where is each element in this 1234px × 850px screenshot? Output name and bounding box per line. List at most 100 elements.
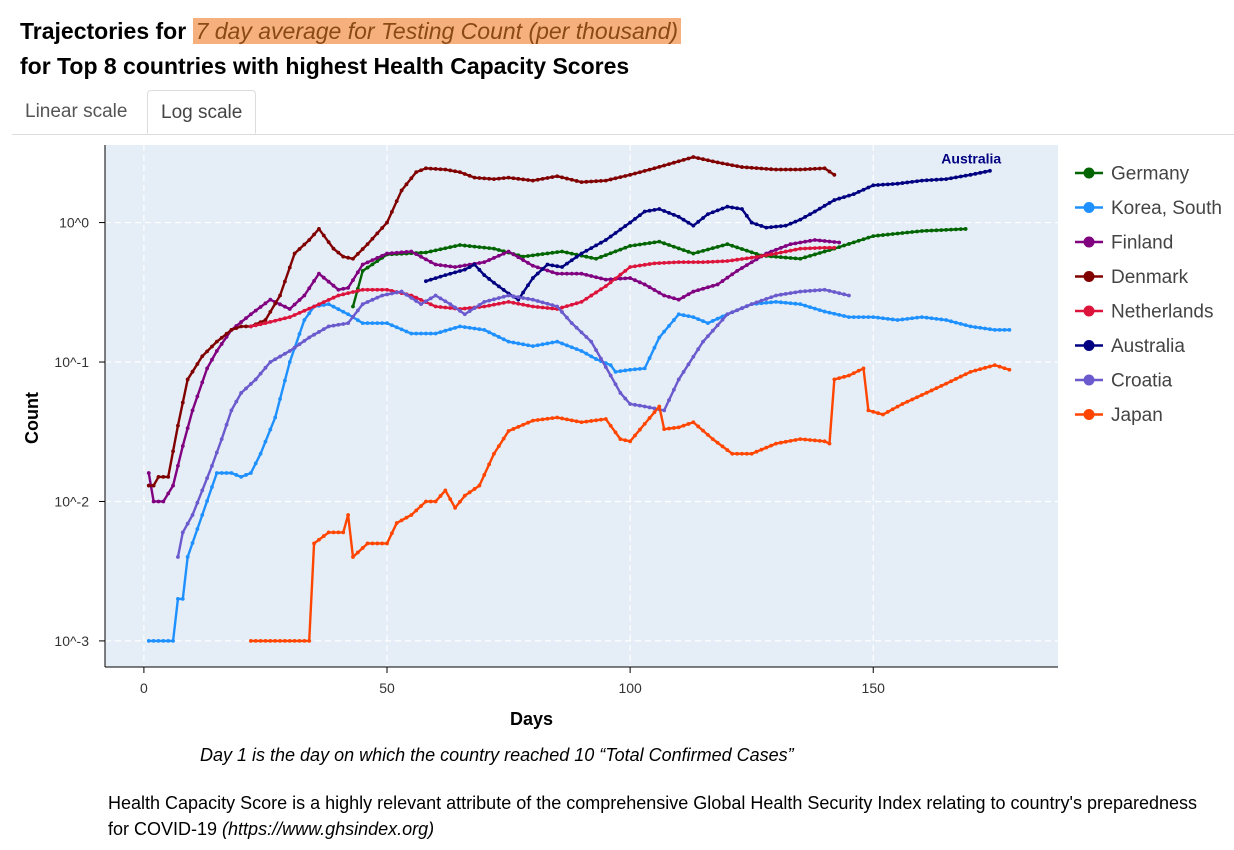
data-point-japan: [701, 428, 705, 433]
data-point-korea-south: [856, 315, 861, 319]
legend-swatch-marker-korea-south[interactable]: [1083, 202, 1095, 213]
data-point-netherlands: [443, 305, 448, 310]
health-capacity-text: Health Capacity Score is a highly releva…: [108, 793, 1198, 839]
data-point-germany: [837, 245, 842, 249]
data-point-finland: [589, 274, 594, 278]
data-point-japan: [462, 493, 467, 498]
data-point-korea-south: [297, 332, 302, 336]
legend-swatch-marker-germany[interactable]: [1083, 167, 1095, 179]
data-point-finland: [326, 279, 331, 284]
data-point-japan: [599, 417, 603, 422]
data-point-germany: [496, 248, 501, 252]
data-point-germany: [535, 252, 540, 257]
legend-swatch-marker-australia[interactable]: [1083, 340, 1095, 351]
data-point-korea-south: [210, 485, 214, 489]
data-point-japan: [297, 639, 302, 643]
data-point-croatia: [832, 290, 837, 294]
data-point-korea-south: [540, 342, 545, 347]
data-point-finland: [195, 394, 200, 399]
data-point-japan: [817, 438, 822, 443]
data-point-denmark: [341, 254, 346, 259]
data-point-croatia: [472, 306, 477, 310]
data-point-korea-south: [628, 367, 633, 372]
data-point-denmark: [803, 167, 808, 172]
data-point-finland: [642, 282, 647, 287]
legend-swatch-marker-japan[interactable]: [1083, 409, 1095, 420]
data-point-japan: [613, 430, 618, 435]
tab-linear-scale[interactable]: Linear scale: [25, 101, 128, 122]
data-point-croatia: [681, 369, 686, 374]
data-point-finland: [278, 302, 282, 307]
data-point-korea-south: [696, 317, 701, 322]
data-point-korea-south: [667, 323, 671, 328]
data-point-korea-south: [939, 317, 944, 322]
data-point-japan: [501, 436, 506, 441]
legend-item-australia[interactable]: Australia: [1111, 336, 1185, 357]
data-point-australia: [652, 207, 657, 212]
data-point-netherlands: [808, 246, 812, 251]
data-point-finland: [594, 275, 598, 280]
data-point-korea-south: [861, 315, 866, 319]
data-point-netherlands: [730, 258, 735, 263]
tab-log-scale[interactable]: Log scale: [147, 90, 257, 134]
data-point-japan: [521, 422, 526, 427]
data-point-australia: [827, 201, 832, 205]
legend-item-japan[interactable]: Japan: [1111, 405, 1163, 426]
data-point-korea-south: [978, 325, 983, 330]
data-point-denmark: [156, 475, 161, 479]
data-point-denmark: [433, 167, 438, 171]
legend-item-germany[interactable]: Germany: [1111, 164, 1190, 185]
legend-item-finland[interactable]: Finland: [1111, 233, 1173, 254]
data-point-finland: [788, 242, 793, 247]
data-point-finland: [778, 246, 783, 250]
ghs-index-link[interactable]: (https://www.ghsindex.org): [222, 819, 435, 839]
data-point-netherlands: [258, 322, 263, 327]
data-point-netherlands: [321, 300, 326, 305]
data-point-croatia: [574, 325, 579, 330]
data-point-australia: [540, 267, 545, 271]
data-point-denmark: [754, 166, 759, 171]
data-point-japan: [355, 550, 360, 555]
data-point-netherlands: [783, 249, 788, 254]
data-point-finland: [176, 463, 180, 468]
data-point-netherlands: [803, 246, 808, 251]
data-point-australia: [618, 227, 623, 232]
data-point-croatia: [458, 308, 462, 313]
data-point-germany: [798, 256, 803, 261]
data-point-netherlands: [506, 299, 511, 304]
data-point-australia: [735, 206, 739, 211]
data-point-denmark: [511, 176, 516, 181]
legend-swatch-marker-netherlands[interactable]: [1083, 305, 1095, 317]
data-point-netherlands: [740, 257, 744, 261]
data-point-denmark: [744, 165, 749, 170]
data-point-netherlands: [526, 303, 530, 308]
data-point-germany: [482, 245, 487, 250]
legend-item-korea-south[interactable]: Korea, South: [1111, 198, 1222, 219]
data-point-australia: [890, 182, 895, 186]
data-point-korea-south: [803, 303, 808, 308]
data-point-korea-south: [837, 312, 842, 317]
data-point-germany: [623, 245, 628, 250]
legend-item-denmark[interactable]: Denmark: [1111, 267, 1189, 288]
data-point-denmark: [584, 179, 589, 184]
data-point-finland: [516, 255, 521, 260]
data-point-japan: [895, 404, 900, 409]
data-point-finland: [550, 270, 555, 275]
data-point-finland: [584, 272, 589, 277]
data-point-croatia: [579, 330, 584, 335]
legend-swatch-marker-croatia[interactable]: [1083, 374, 1095, 386]
legend-item-croatia[interactable]: Croatia: [1111, 371, 1173, 392]
data-point-japan: [944, 381, 949, 386]
data-point-japan: [535, 418, 540, 422]
data-point-denmark: [297, 247, 302, 251]
data-point-finland: [297, 298, 302, 302]
data-point-australia: [915, 179, 919, 184]
data-point-japan: [424, 499, 428, 504]
legend-item-netherlands[interactable]: Netherlands: [1111, 302, 1213, 323]
data-point-germany: [428, 249, 433, 254]
legend-swatch-marker-denmark[interactable]: [1083, 271, 1095, 282]
legend-swatch-marker-finland[interactable]: [1083, 236, 1095, 248]
data-point-korea-south: [375, 321, 380, 326]
data-point-korea-south: [881, 316, 885, 321]
data-point-australia: [788, 221, 793, 226]
